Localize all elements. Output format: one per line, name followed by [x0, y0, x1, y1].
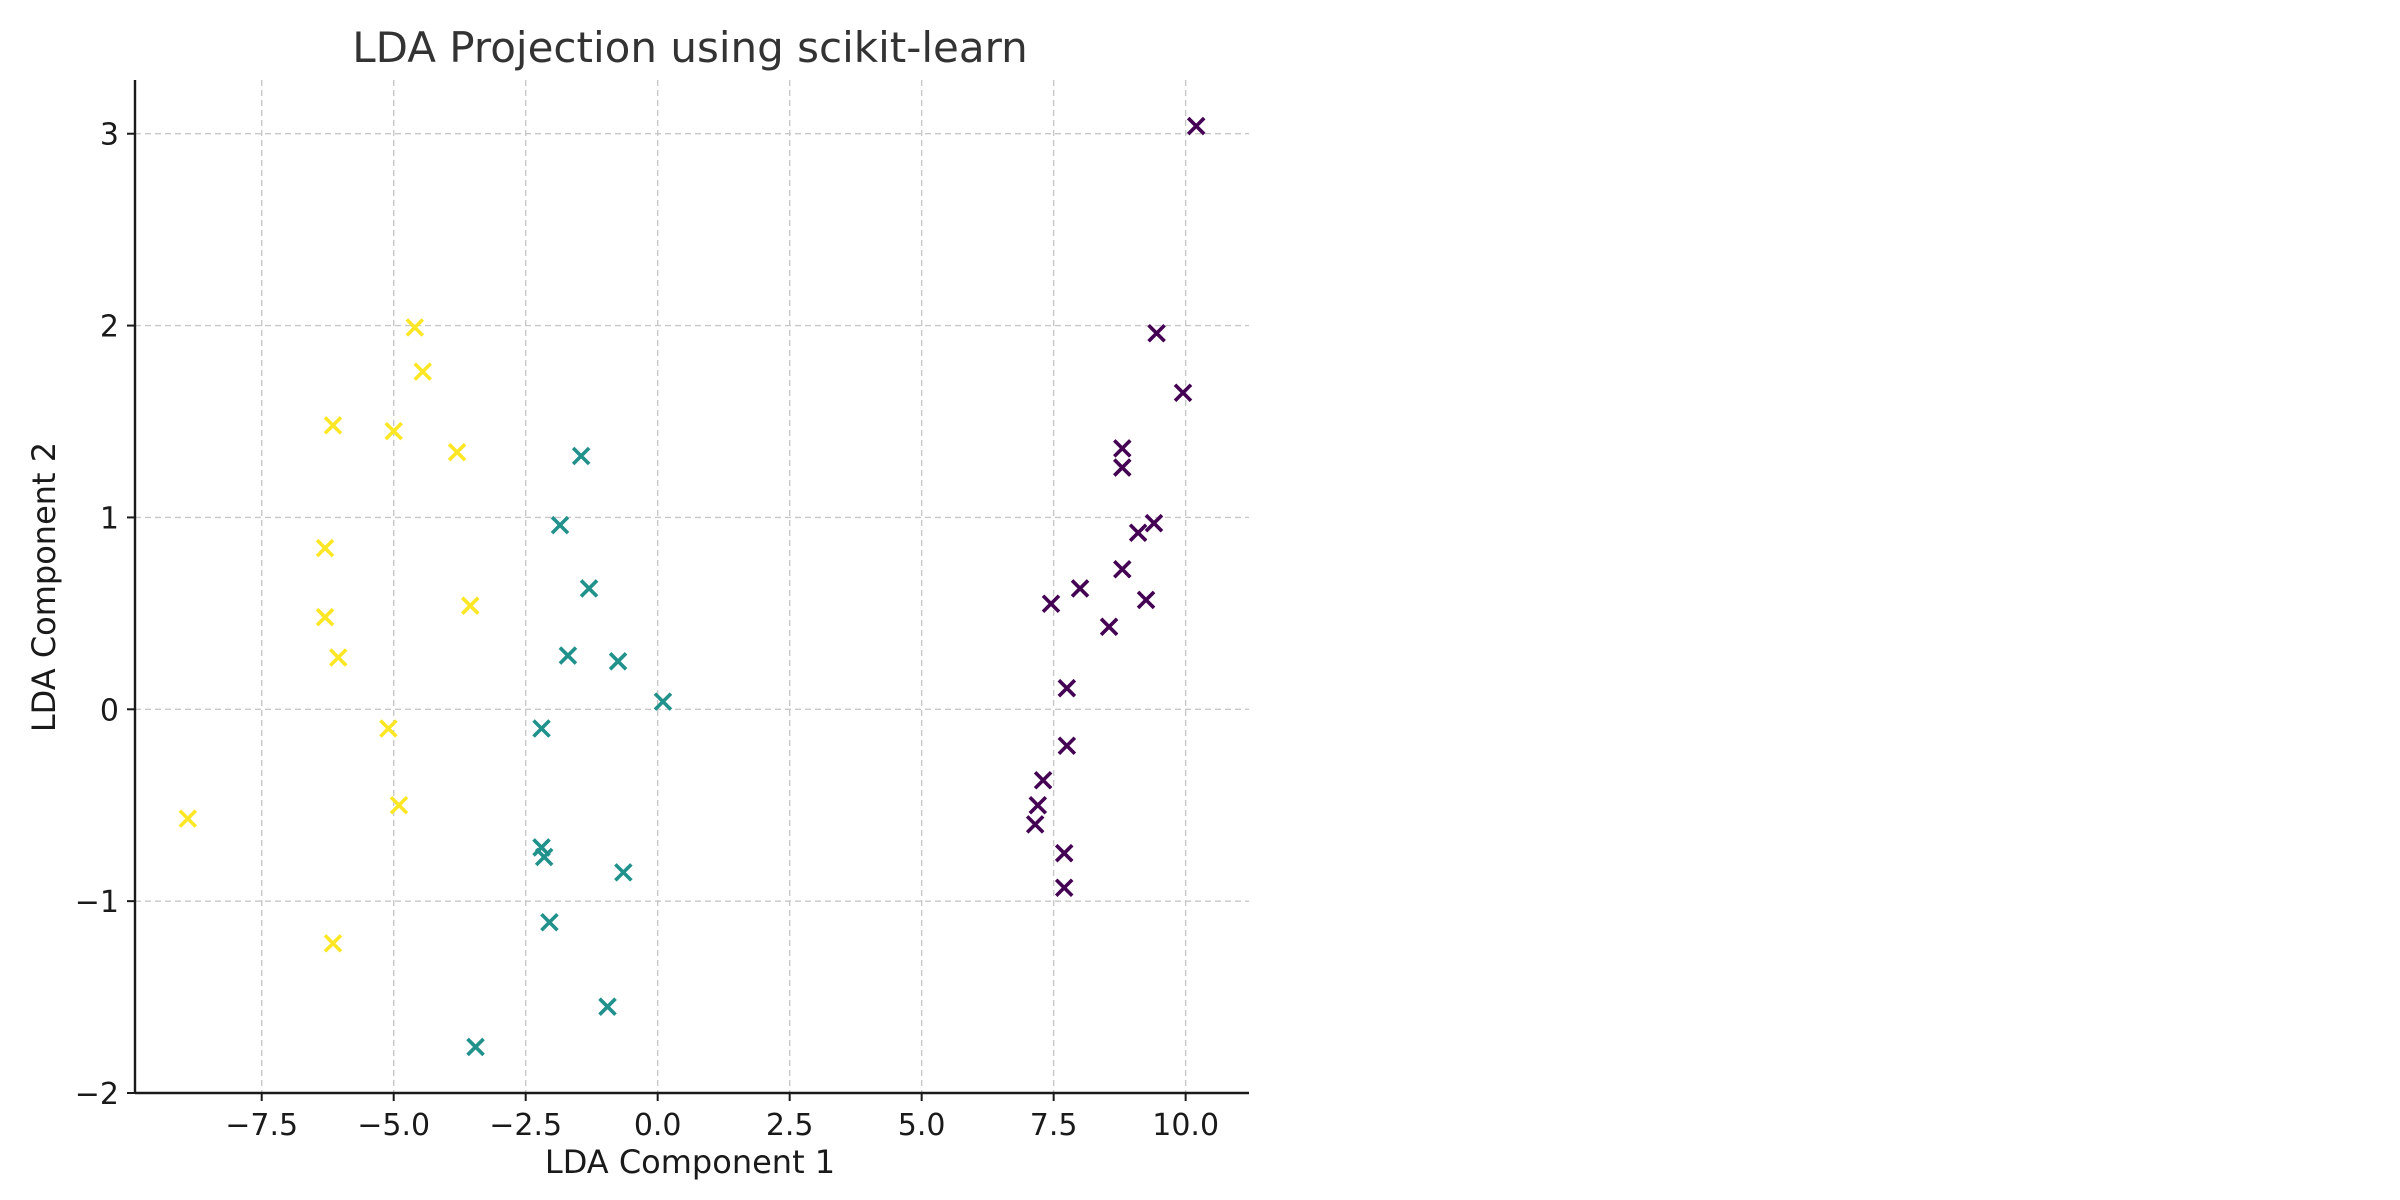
data-point-series-1 — [1113, 559, 1132, 579]
y-tick-label: 1 — [100, 501, 119, 536]
axes — [133, 80, 1249, 1095]
x-tick-label: 10.0 — [1152, 1108, 1219, 1143]
data-point-series-2 — [608, 652, 628, 671]
data-point-series-3 — [328, 648, 348, 667]
data-point-series-1 — [1173, 383, 1193, 402]
data-point-series-3 — [389, 795, 409, 815]
data-point-series-1 — [1186, 116, 1206, 136]
data-point-series-3 — [178, 809, 198, 828]
data-point-series-2 — [534, 847, 554, 867]
data-point-series-2 — [540, 912, 559, 932]
data-point-series-1 — [1070, 579, 1090, 598]
data-point-series-2 — [598, 997, 617, 1016]
data-point-series-1 — [1041, 594, 1061, 614]
data-point-series-1 — [1057, 736, 1077, 756]
x-tick-label: 7.5 — [1030, 1108, 1078, 1143]
data-point-series-3 — [447, 442, 467, 462]
data-point-series-3 — [323, 934, 343, 953]
data-point-series-1 — [1025, 815, 1045, 834]
data-point-series-1 — [1054, 878, 1074, 897]
data-point-series-1 — [1028, 795, 1048, 815]
data-point-series-1 — [1128, 523, 1148, 543]
data-point-series-3 — [405, 318, 425, 337]
y-tick-label: 0 — [100, 693, 119, 728]
data-point-series-3 — [323, 416, 343, 435]
data-point-series-1 — [1144, 513, 1164, 533]
data-point-series-2 — [571, 446, 591, 466]
data-point-series-1 — [1147, 323, 1166, 343]
data-point-series-2 — [532, 719, 551, 738]
chart-title: LDA Projection using scikit-learn — [352, 23, 1028, 72]
y-tick-label: 2 — [100, 310, 119, 345]
y-axis-label: LDA Component 2 — [25, 442, 63, 732]
data-point-series-3 — [413, 362, 433, 381]
x-ticks: −7.5 −5.0 −2.5 0.0 2.5 5.0 7.5 10.0 — [225, 1093, 1219, 1143]
data-point-series-1 — [1057, 678, 1077, 698]
data-point-series-2 — [579, 579, 599, 598]
x-tick-label: −2.5 — [489, 1108, 562, 1143]
data-point-series-1 — [1113, 439, 1132, 458]
data-point-series-2 — [466, 1037, 485, 1057]
grid — [135, 80, 1249, 1094]
y-ticks: −2 −1 0 1 2 3 — [75, 118, 135, 1112]
data-point-series-2 — [653, 692, 673, 711]
x-tick-label: −7.5 — [225, 1108, 298, 1143]
y-tick-label: −2 — [75, 1077, 119, 1112]
data-point-series-1 — [1054, 843, 1074, 863]
data-point-series-2 — [614, 863, 633, 882]
data-point-series-1 — [1113, 458, 1132, 477]
x-axis-label: LDA Component 1 — [545, 1143, 835, 1181]
x-tick-label: 5.0 — [898, 1108, 946, 1143]
data-points — [178, 116, 1206, 1057]
data-point-series-1 — [1136, 590, 1156, 610]
data-point-series-1 — [1099, 617, 1119, 637]
x-tick-label: 0.0 — [634, 1108, 682, 1143]
data-point-series-2 — [558, 646, 578, 665]
data-point-series-3 — [315, 607, 335, 627]
y-tick-label: −1 — [75, 885, 119, 920]
y-tick-label: 3 — [100, 118, 119, 153]
data-point-series-3 — [384, 421, 403, 441]
data-point-series-3 — [315, 538, 335, 558]
data-point-series-3 — [379, 719, 398, 738]
x-tick-label: −5.0 — [357, 1108, 430, 1143]
data-point-series-2 — [550, 515, 570, 535]
data-point-series-1 — [1033, 771, 1053, 790]
data-point-series-3 — [460, 596, 480, 615]
x-tick-label: 2.5 — [766, 1108, 814, 1143]
